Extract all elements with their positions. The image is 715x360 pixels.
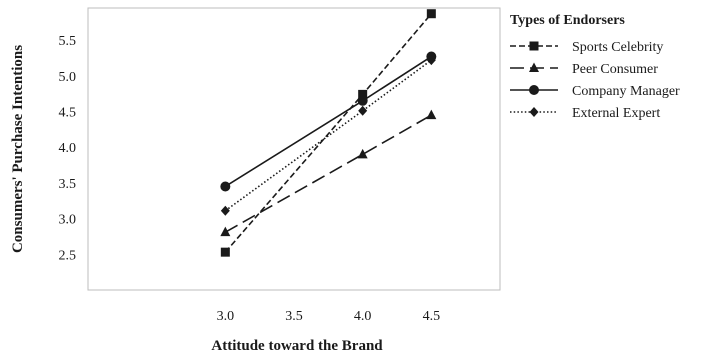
legend-marker	[529, 41, 539, 51]
series-external-expert	[220, 55, 436, 216]
y-tick-label: 3.5	[59, 177, 77, 192]
data-point	[220, 181, 231, 192]
y-tick-label: 5.0	[59, 70, 77, 85]
legend-item-external-expert: External Expert	[510, 106, 660, 121]
series-line-peer-consumer	[224, 114, 432, 233]
x-axis-title: Attitude toward the Brand	[211, 338, 383, 354]
legend-label: Sports Celebrity	[572, 40, 663, 55]
x-tick-label: 4.0	[354, 309, 372, 324]
data-point	[357, 148, 368, 159]
y-tick-label: 3.0	[59, 213, 77, 228]
data-point	[358, 89, 368, 99]
y-tick-label: 5.5	[59, 34, 77, 49]
data-point	[426, 9, 436, 19]
series-layer	[220, 9, 437, 257]
y-tick-label: 4.0	[59, 141, 77, 156]
data-point	[357, 95, 368, 106]
legend-marker	[529, 85, 539, 95]
data-point	[426, 109, 437, 120]
series-line-external-expert	[224, 59, 432, 212]
series-company-manager	[220, 51, 437, 192]
legend-label: External Expert	[572, 106, 660, 121]
data-point	[220, 205, 230, 216]
series-line-company-manager	[224, 55, 432, 188]
legend-label: Company Manager	[572, 84, 680, 99]
y-axis-title: Consumers' Purchase Intentions	[10, 45, 26, 253]
y-tick-label: 4.5	[59, 106, 77, 121]
data-point	[220, 247, 230, 257]
data-point	[220, 226, 231, 237]
plot-area-frame	[87, 7, 501, 291]
data-point	[426, 55, 436, 66]
legend-item-company-manager: Company Manager	[510, 84, 680, 99]
data-point	[358, 105, 368, 116]
x-tick-label: 3.0	[217, 309, 235, 324]
legend-marker	[529, 62, 539, 72]
legend: Types of Endorsers Sports Celebrity Peer …	[510, 13, 680, 121]
legend-label: Peer Consumer	[572, 62, 658, 77]
x-tick-label: 3.5	[285, 309, 303, 324]
x-tick-label: 4.5	[423, 309, 441, 324]
legend-marker	[529, 107, 539, 117]
y-tick-label: 2.5	[59, 248, 77, 263]
x-axis-ticks: 3.0 3.5 4.0 4.5	[217, 309, 441, 324]
y-axis-ticks: 2.5 3.0 3.5 4.0 4.5 5.0 5.5	[59, 34, 77, 263]
legend-item-peer-consumer: Peer Consumer	[510, 62, 658, 77]
legend-title: Types of Endorsers	[510, 13, 625, 28]
series-peer-consumer	[220, 109, 437, 237]
series-sports-celebrity	[220, 9, 436, 257]
legend-item-sports-celebrity: Sports Celebrity	[510, 40, 663, 55]
